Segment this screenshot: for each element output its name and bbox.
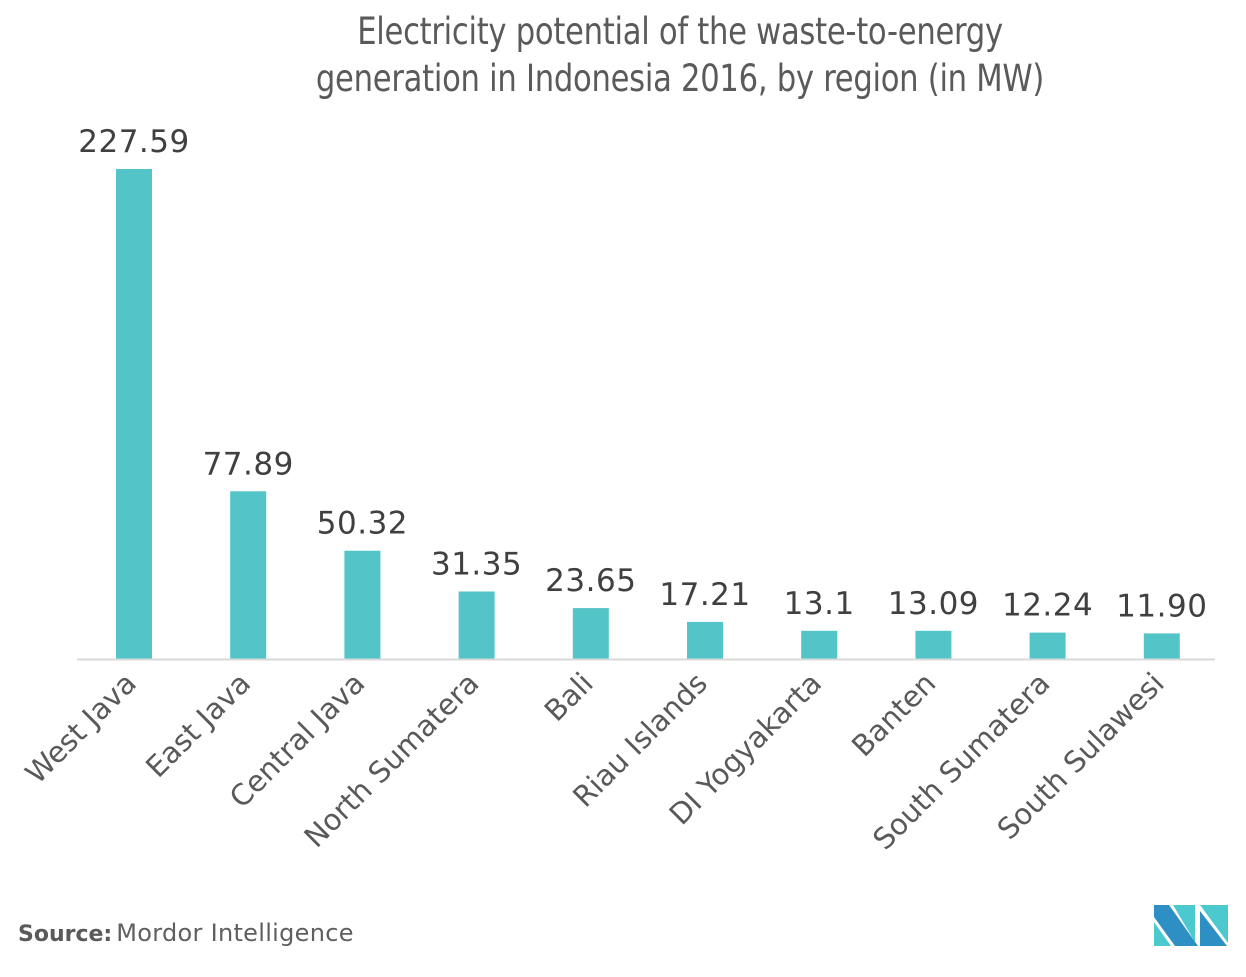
bar-south-sulawesi: [1143, 633, 1180, 659]
logo-left-light-triangle: [1154, 922, 1171, 946]
bar-east-java: [230, 491, 267, 659]
bar-riau-islands: [687, 621, 723, 659]
logo-right-dark-shape: [1200, 911, 1227, 946]
value-label: 13.1: [784, 586, 855, 622]
x-tick-label: West Java: [19, 666, 143, 790]
value-label: 50.32: [317, 506, 408, 542]
bar-di-yogyakarta: [801, 630, 838, 659]
value-label: 13.09: [888, 586, 979, 622]
mordor-intelligence-logo-icon: [1154, 905, 1228, 946]
source-label: Source:: [18, 922, 113, 947]
bar-central-java: [344, 550, 381, 659]
value-labels-group: 227.59 77.89 50.32 31.35 23.65 17.21 13.1 13.09…: [78, 124, 1207, 624]
chart-title: Electricity potential of the waste-to-en…: [192, 8, 1167, 102]
bar-north-sumatera: [458, 591, 495, 659]
chart-title-line-1: Electricity potential of the waste-to-en…: [357, 10, 1003, 53]
logo-middle-light-shape: [1173, 905, 1195, 942]
value-label: 17.21: [659, 577, 750, 613]
x-tick-label: Banten: [845, 666, 942, 763]
value-label: 23.65: [545, 563, 636, 599]
bar-bali: [572, 608, 609, 659]
value-label: 227.59: [78, 124, 189, 160]
source-note: Source: Mordor Intelligence: [18, 919, 354, 947]
x-tick-label: Bali: [538, 666, 600, 728]
value-label: 31.35: [431, 547, 522, 583]
bar-south-sumatera: [1029, 632, 1066, 659]
source-value: Mordor Intelligence: [116, 919, 354, 947]
chart-title-line-2: generation in Indonesia 2016, by region …: [315, 57, 1045, 100]
value-label: 11.90: [1116, 588, 1207, 624]
logo-right-light-triangle: [1200, 905, 1228, 943]
value-label: 77.89: [203, 446, 294, 482]
bar-west-java: [116, 169, 152, 659]
bar-banten: [915, 630, 952, 659]
x-tick-label: East Java: [139, 666, 257, 784]
bars-group: [116, 169, 1180, 659]
logo-left-dark-shape: [1154, 905, 1198, 946]
value-label: 12.24: [1002, 588, 1093, 624]
